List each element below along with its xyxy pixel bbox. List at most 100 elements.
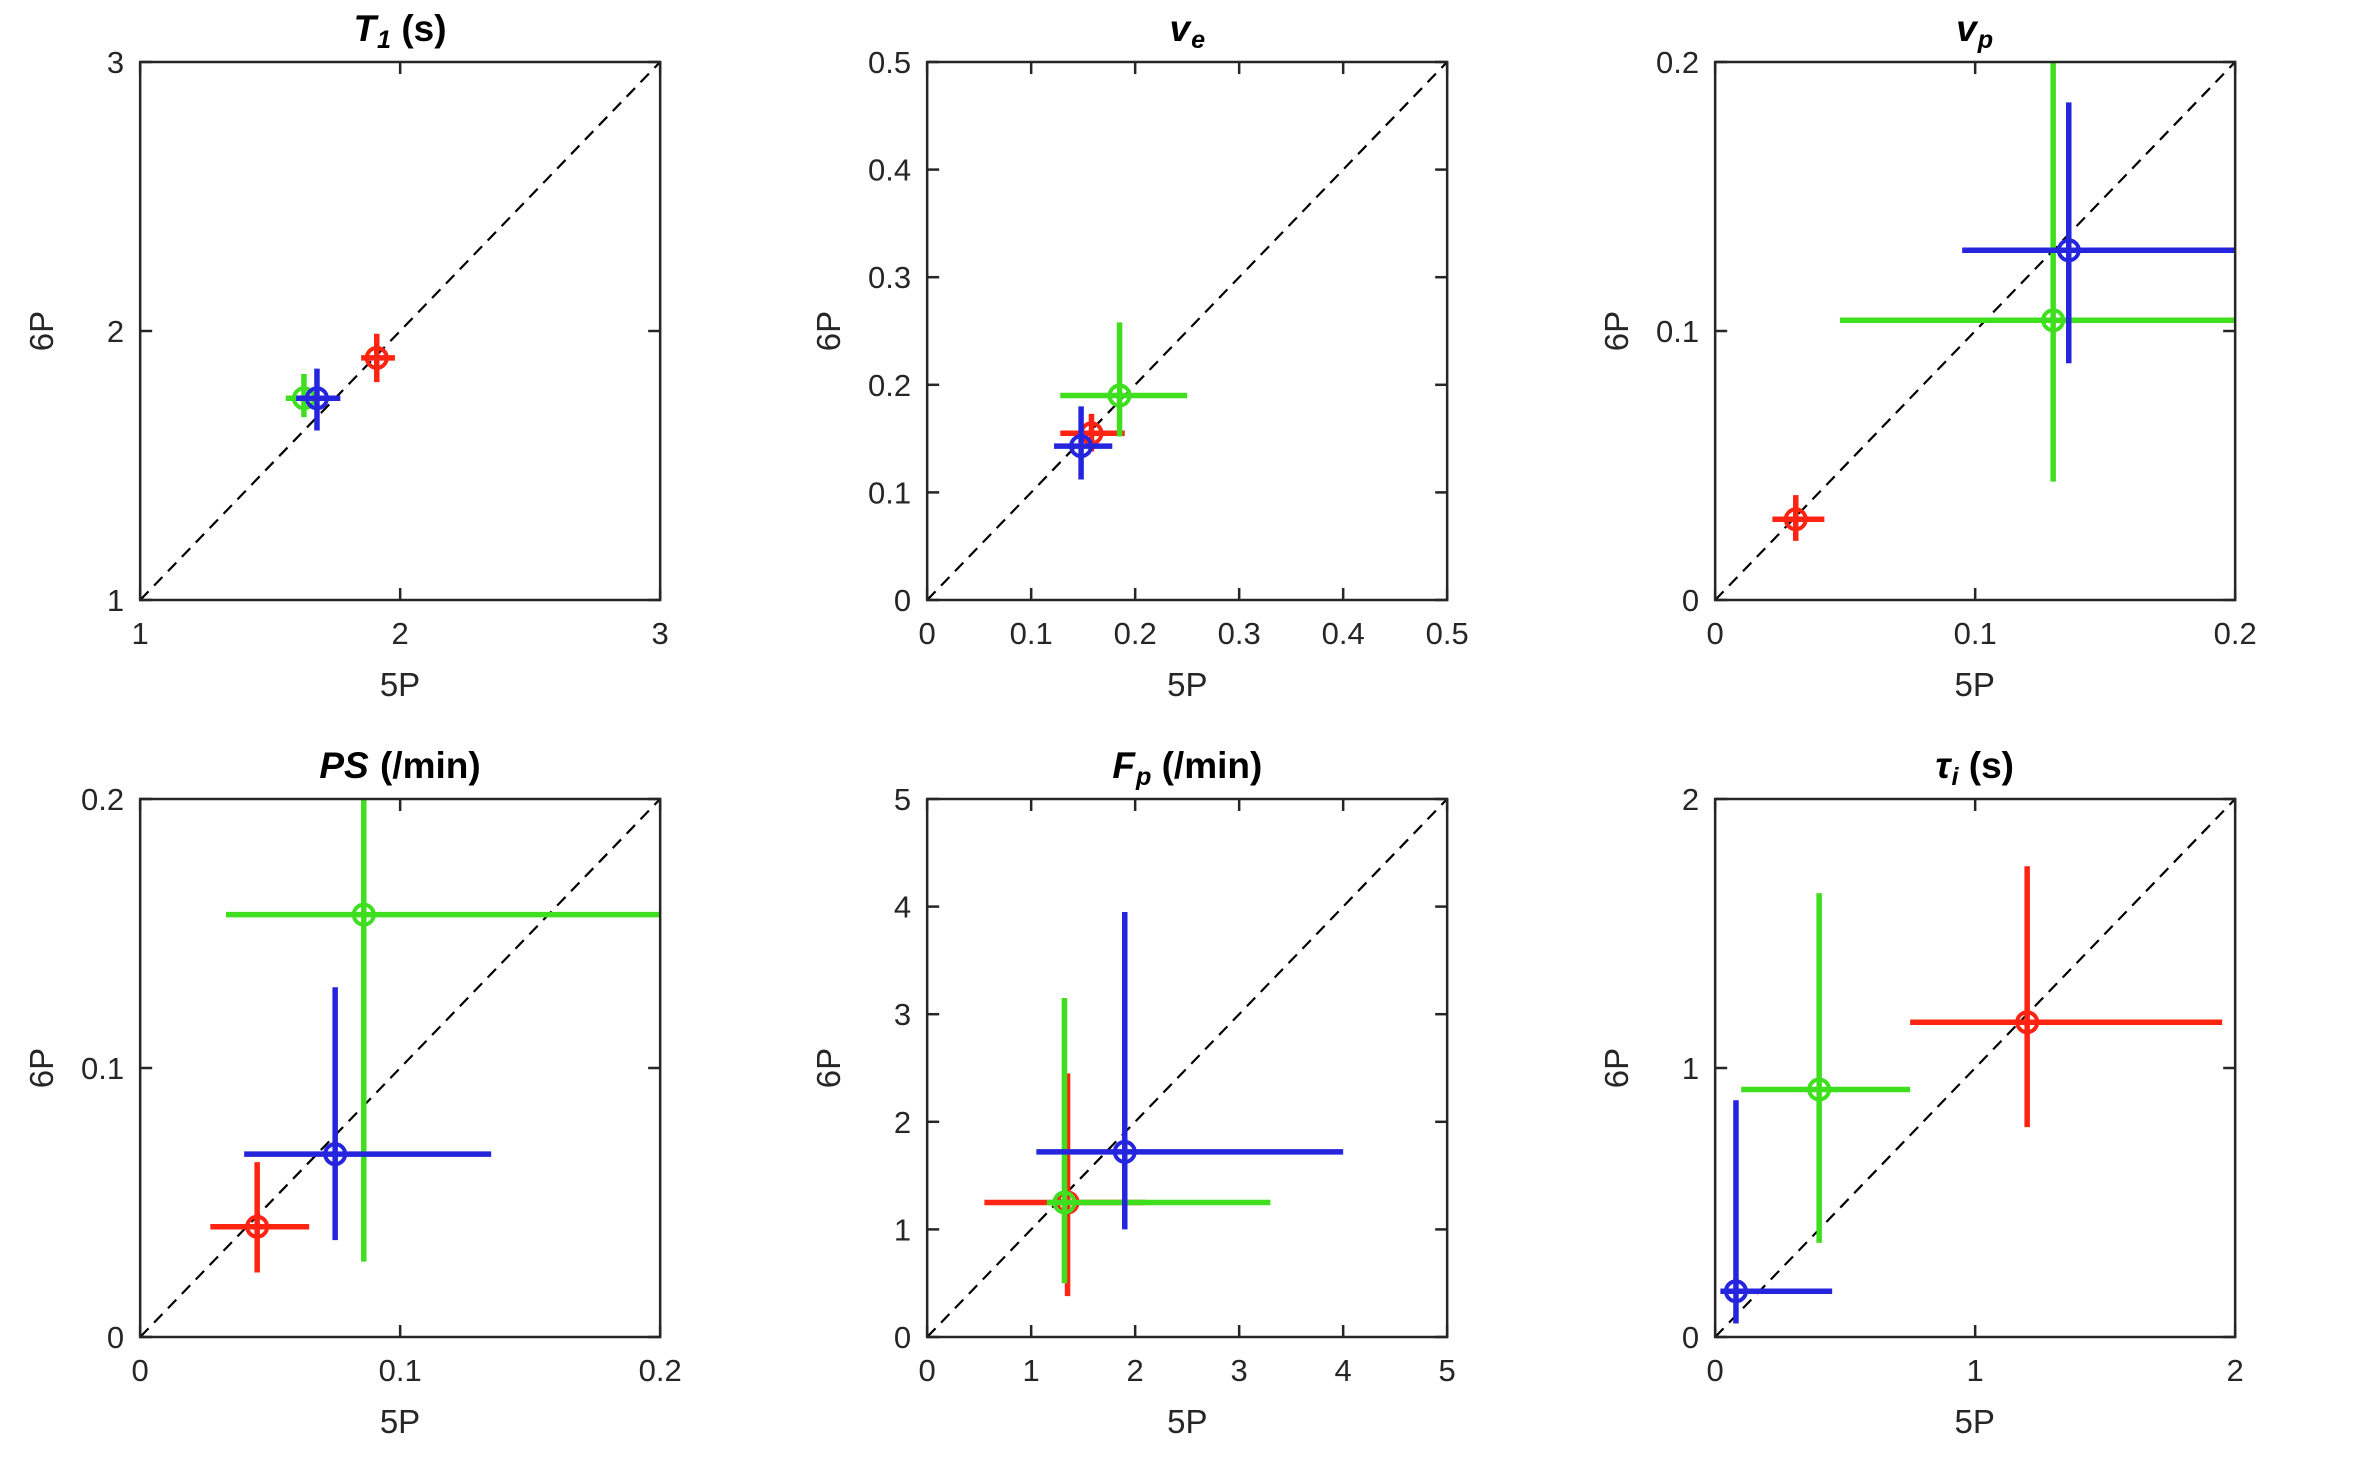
- subplot-fp: Fp (/min) 6P 0 1 2 3 4 5 0 1 2 3 4 5 5P: [787, 737, 1574, 1474]
- y-tick-label: 0: [1682, 583, 1699, 618]
- y-tick-label: 0: [894, 583, 911, 618]
- series-group: [210, 799, 661, 1273]
- red-data-point: [2014, 1010, 2039, 1035]
- x-tick-label: 3: [1231, 1353, 1248, 1388]
- green-data-point: [351, 902, 376, 927]
- title-main: τ: [1935, 745, 1951, 786]
- blue-data-point: [1069, 434, 1094, 459]
- chart-title-fp: Fp (/min): [927, 745, 1447, 790]
- x-tick-label: 0: [1706, 616, 1723, 651]
- plot-area-taui: 0 1 2 0 1 2: [1682, 782, 2244, 1388]
- x-tick-label: 0: [919, 1353, 936, 1388]
- x-tick-label: 2: [392, 616, 409, 651]
- blue-data-point: [2056, 238, 2081, 263]
- y-tick-label: 3: [894, 997, 911, 1032]
- title-subscript: 1: [377, 26, 392, 55]
- subplot-vp: vp 6P 0 0.1 0.2 0 0.1 0.2 5P: [1575, 0, 2362, 737]
- y-tick-label: 0.4: [868, 153, 911, 188]
- chart-title-vp: vp: [1715, 8, 2235, 53]
- title-main: v: [1169, 8, 1191, 49]
- plot-area-ve: 0 0.1 0.2 0.3 0.4 0.5 0 0.1 0.2 0.3 0.4 0.5: [868, 45, 1469, 651]
- x-tick-label: 0.3: [1218, 616, 1261, 651]
- x-tick-label: 0: [132, 1353, 149, 1388]
- subplot-taui: τi (s) 6P 0 1 2 0 1 2 5P: [1575, 737, 2362, 1474]
- green-data-point: [1806, 1077, 1831, 1102]
- x-axis-label: 5P: [1954, 666, 1995, 703]
- chart-title-ps: PS (/min): [140, 745, 660, 787]
- green-data-point: [1052, 1190, 1077, 1215]
- y-tick-label: 0.2: [868, 368, 911, 403]
- identity-line: [139, 798, 661, 1338]
- y-tick-label: 0.2: [81, 782, 124, 817]
- y-tick-label: 0: [107, 1320, 124, 1355]
- identity-line: [926, 798, 1449, 1338]
- x-tick-label: 3: [652, 616, 669, 651]
- y-tick-label: 3: [107, 45, 124, 80]
- series-group: [984, 911, 1344, 1297]
- red-data-point: [245, 1214, 270, 1239]
- x-tick-label: 2: [1127, 1353, 1144, 1388]
- y-tick-label: 0.1: [81, 1051, 124, 1086]
- y-tick-label: 0.1: [1656, 314, 1699, 349]
- y-axis-label: 6P: [810, 310, 848, 352]
- title-suffix: (/min): [369, 745, 481, 786]
- series-group: [1772, 62, 2235, 541]
- x-axis-label: 5P: [1954, 1403, 1995, 1440]
- x-tick-label: 0.4: [1322, 616, 1365, 651]
- red-data-point: [364, 345, 389, 370]
- x-tick-label: 1: [132, 616, 149, 651]
- x-tick-label: 0.1: [1010, 616, 1053, 651]
- x-tick-label: 0.1: [1953, 616, 1996, 651]
- y-tick-label: 0.3: [868, 260, 911, 295]
- chart-title-taui: τi (s): [1715, 745, 2235, 790]
- subplot-ve: ve 6P 0 0.1 0.2 0.3 0.4 0.5 0 0.1 0.2 0.3 0.4 0.5 5…: [787, 0, 1574, 737]
- y-tick-label: 2: [107, 314, 124, 349]
- title-main: F: [1112, 745, 1135, 786]
- plot-area-fp: 0 1 2 3 4 5 0 1 2 3 4 5: [894, 782, 1456, 1388]
- red-data-point: [1783, 507, 1808, 532]
- x-tick-label: 2: [2226, 1353, 2243, 1388]
- blue-data-point: [1723, 1279, 1748, 1304]
- plot-area-t1: 1 2 3 1 2 3: [107, 45, 669, 651]
- x-axis-label: 5P: [1167, 1403, 1208, 1440]
- series-group: [1054, 322, 1188, 480]
- x-tick-label: 0: [1706, 1353, 1723, 1388]
- y-axis-label: 6P: [23, 1047, 60, 1089]
- y-tick-label: 0.5: [868, 45, 911, 80]
- green-data-point: [2040, 308, 2065, 333]
- y-tick-label: 0: [894, 1320, 911, 1355]
- x-axis-label: 5P: [1167, 666, 1208, 703]
- title-main: PS: [319, 745, 369, 786]
- y-axis-label: 6P: [23, 310, 60, 352]
- y-tick-label: 0.2: [1656, 45, 1699, 80]
- x-axis-label: 5P: [379, 666, 421, 703]
- y-tick-label: 2: [894, 1105, 911, 1140]
- y-axis-label: 6P: [1597, 1047, 1635, 1089]
- title-subscript: i: [1951, 763, 1959, 792]
- series-group: [285, 333, 395, 431]
- y-tick-label: 2: [1682, 782, 1699, 817]
- x-tick-label: 0.1: [379, 1353, 422, 1388]
- chart-title-ve: ve: [927, 8, 1447, 53]
- title-suffix: (/min): [1151, 745, 1263, 786]
- x-tick-label: 5: [1439, 1353, 1456, 1388]
- x-tick-label: 0.5: [1426, 616, 1469, 651]
- x-tick-label: 0.2: [639, 1353, 682, 1388]
- blue-data-point: [304, 386, 329, 411]
- y-tick-label: 5: [894, 782, 911, 817]
- series-group: [1720, 866, 2222, 1324]
- x-axis-label: 5P: [379, 1403, 421, 1440]
- y-tick-label: 0.1: [868, 475, 911, 510]
- x-tick-label: 1: [1966, 1353, 1983, 1388]
- title-subscript: p: [1977, 26, 1994, 55]
- x-tick-label: 0: [919, 616, 936, 651]
- x-tick-label: 1: [1023, 1353, 1040, 1388]
- x-tick-label: 4: [1335, 1353, 1352, 1388]
- y-tick-label: 0: [1682, 1320, 1699, 1355]
- title-suffix: (s): [391, 8, 447, 49]
- title-subscript: e: [1191, 26, 1206, 55]
- y-axis-label: 6P: [1597, 310, 1635, 352]
- identity-line: [139, 61, 661, 601]
- title-main: T: [353, 8, 377, 49]
